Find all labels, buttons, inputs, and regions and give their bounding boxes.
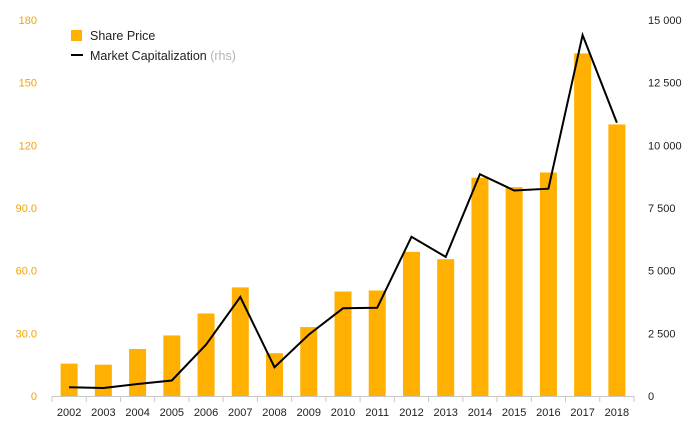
right-tick-label: 7 500 <box>648 203 676 215</box>
left-tick-label: 60.0 <box>16 266 37 278</box>
bar-2010 <box>334 291 352 396</box>
share-price-bars <box>60 53 626 397</box>
x-tick-label: 2018 <box>605 407 629 419</box>
legend: Share Price Market Capitalization (rhs) <box>71 29 236 63</box>
legend-label-market-cap: Market Capitalization (rhs) <box>90 49 236 63</box>
left-tick-label: 180 <box>19 15 37 27</box>
axes: 2002 2003 2004 2005 2006 2007 2008 2009 2010 2011… <box>16 15 682 419</box>
bar-2018 <box>608 124 626 396</box>
bar-2004 <box>129 349 147 396</box>
x-tick-label: 2017 <box>570 407 594 419</box>
left-tick-label: 30.0 <box>16 328 37 340</box>
x-tick-label: 2005 <box>160 407 184 419</box>
bar-2017 <box>574 53 592 397</box>
bar-2005 <box>163 335 181 396</box>
x-tick-label: 2003 <box>91 407 115 419</box>
x-tick-label: 2006 <box>194 407 218 419</box>
x-tick-label: 2014 <box>468 407 492 419</box>
market-cap-line <box>69 31 618 390</box>
right-tick-label: 12 500 <box>648 78 682 90</box>
x-tick-label: 2004 <box>125 407 149 419</box>
right-tick-label: 0 <box>648 391 654 403</box>
right-tick-label: 5 000 <box>648 266 676 278</box>
x-tick-label: 2012 <box>399 407 423 419</box>
x-tick-label: 2015 <box>502 407 526 419</box>
bar-2011 <box>368 290 386 396</box>
market-cap-series-line <box>69 31 618 390</box>
bar-2014 <box>471 177 489 396</box>
x-tick-label: 2009 <box>297 407 321 419</box>
x-tick-label: 2013 <box>433 407 457 419</box>
right-tick-label: 2 500 <box>648 328 676 340</box>
x-tick-label: 2002 <box>57 407 81 419</box>
bar-2009 <box>300 327 318 396</box>
left-tick-label: 0 <box>31 391 37 403</box>
bar-2015 <box>505 187 523 396</box>
x-tick-label: 2016 <box>536 407 560 419</box>
bar-2012 <box>402 251 420 396</box>
left-tick-label: 120 <box>19 140 37 152</box>
bar-2007 <box>231 287 249 396</box>
x-tick-label: 2007 <box>228 407 252 419</box>
x-tick-label: 2008 <box>262 407 286 419</box>
bar-2002 <box>60 363 78 396</box>
right-tick-label: 15 000 <box>648 15 682 27</box>
left-tick-label: 150 <box>19 78 37 90</box>
right-tick-label: 10 000 <box>648 140 682 152</box>
left-tick-label: 90.0 <box>16 203 37 215</box>
legend-label-share-price: Share Price <box>90 29 155 43</box>
bar-2013 <box>437 259 455 396</box>
x-tick-label: 2010 <box>331 407 355 419</box>
bar-2003 <box>94 364 112 396</box>
bar-2016 <box>539 172 557 396</box>
legend-swatch-share-price <box>71 30 82 41</box>
bar-2008 <box>266 353 284 396</box>
x-tick-label: 2011 <box>365 407 389 419</box>
bar-2006 <box>197 313 215 396</box>
